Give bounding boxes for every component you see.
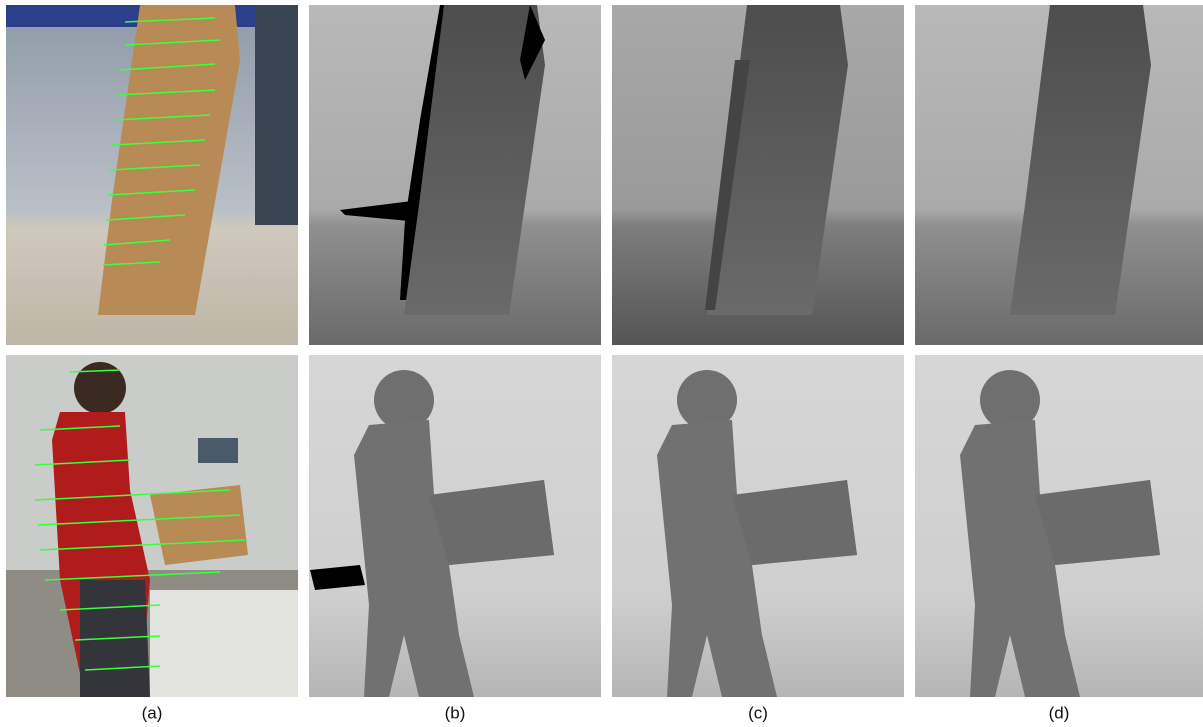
panel-label: (b)	[445, 703, 466, 722]
door	[255, 5, 298, 225]
panel-c-top	[612, 5, 904, 345]
panel-d-top	[915, 5, 1203, 345]
figure: (a) (b) (c) (d)	[0, 0, 1203, 727]
poster	[198, 438, 238, 463]
panel-d-bottom	[915, 355, 1203, 697]
panel-label: (a)	[142, 703, 163, 722]
cabinet	[150, 590, 298, 697]
panel-a-bottom	[6, 355, 298, 697]
panel-label: (d)	[1049, 703, 1070, 722]
panel-b-top	[309, 5, 601, 345]
box	[150, 485, 248, 565]
panel-b-bottom	[309, 355, 601, 697]
panel-label: (c)	[748, 703, 768, 722]
panel-a-top	[6, 5, 298, 345]
panel-c-bottom	[612, 355, 904, 697]
